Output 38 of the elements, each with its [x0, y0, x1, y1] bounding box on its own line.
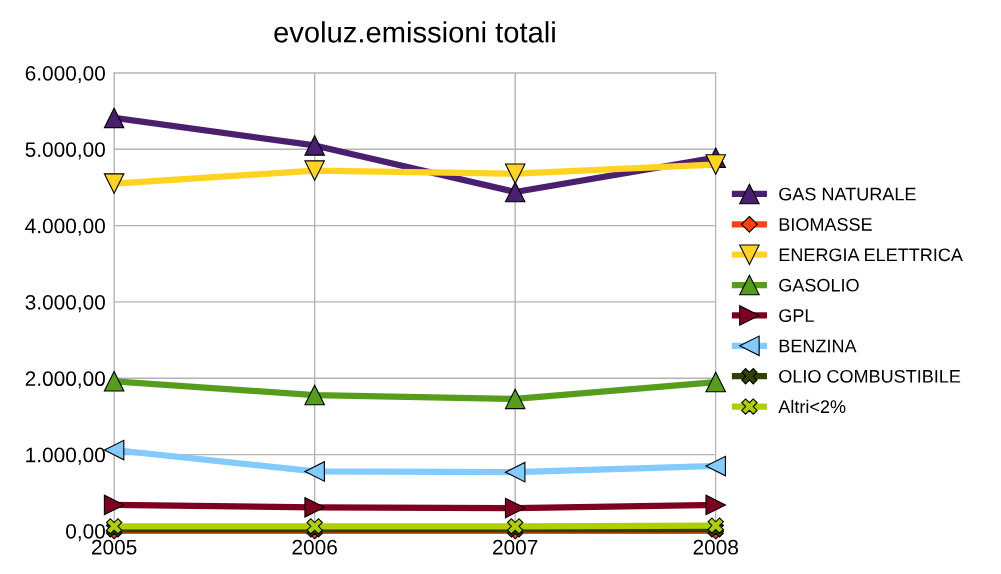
point — [304, 384, 325, 406]
point — [707, 517, 724, 534]
legend-label: Altri<2% — [778, 399, 846, 414]
point — [103, 107, 125, 129]
point — [103, 371, 125, 392]
legend-label: GPL — [779, 309, 814, 322]
point — [103, 494, 125, 516]
x-tick-label: 2006 — [292, 539, 337, 555]
point — [504, 163, 526, 184]
point — [705, 494, 726, 516]
chart-title: evoluz.emissioni totali — [274, 21, 555, 43]
point — [103, 439, 125, 461]
point — [504, 497, 526, 519]
point — [504, 181, 526, 203]
legend-label: ENERGIA ELETTRICA — [779, 248, 963, 262]
y-tick-label: 3.000,00 — [25, 294, 105, 313]
y-tick-label: 1.000,00 — [26, 447, 105, 465]
point — [504, 461, 526, 483]
y-tick-label: 5.000,00 — [25, 142, 105, 160]
point — [304, 461, 325, 482]
point — [705, 371, 726, 393]
y-tick-label: 6.000,00 — [25, 65, 105, 84]
legend-label: OLIO COMBUSTIBILE — [779, 369, 961, 383]
legend-label: BIOMASSE — [779, 218, 872, 231]
legend-label: BENZINA — [779, 339, 857, 353]
point — [304, 497, 325, 518]
x-tick-label: 2008 — [693, 539, 738, 555]
legend-label: GASOLIO — [779, 278, 859, 292]
point — [705, 455, 726, 477]
point — [504, 388, 526, 410]
point — [304, 135, 325, 156]
x-tick-label: 2007 — [493, 539, 538, 555]
point — [304, 160, 325, 181]
legend-label: GAS NATURALE — [779, 187, 916, 201]
y-tick-label: 2.000,00 — [25, 371, 105, 389]
point — [103, 173, 125, 194]
y-tick-label: 4.000,00 — [25, 218, 105, 236]
point — [705, 154, 726, 175]
